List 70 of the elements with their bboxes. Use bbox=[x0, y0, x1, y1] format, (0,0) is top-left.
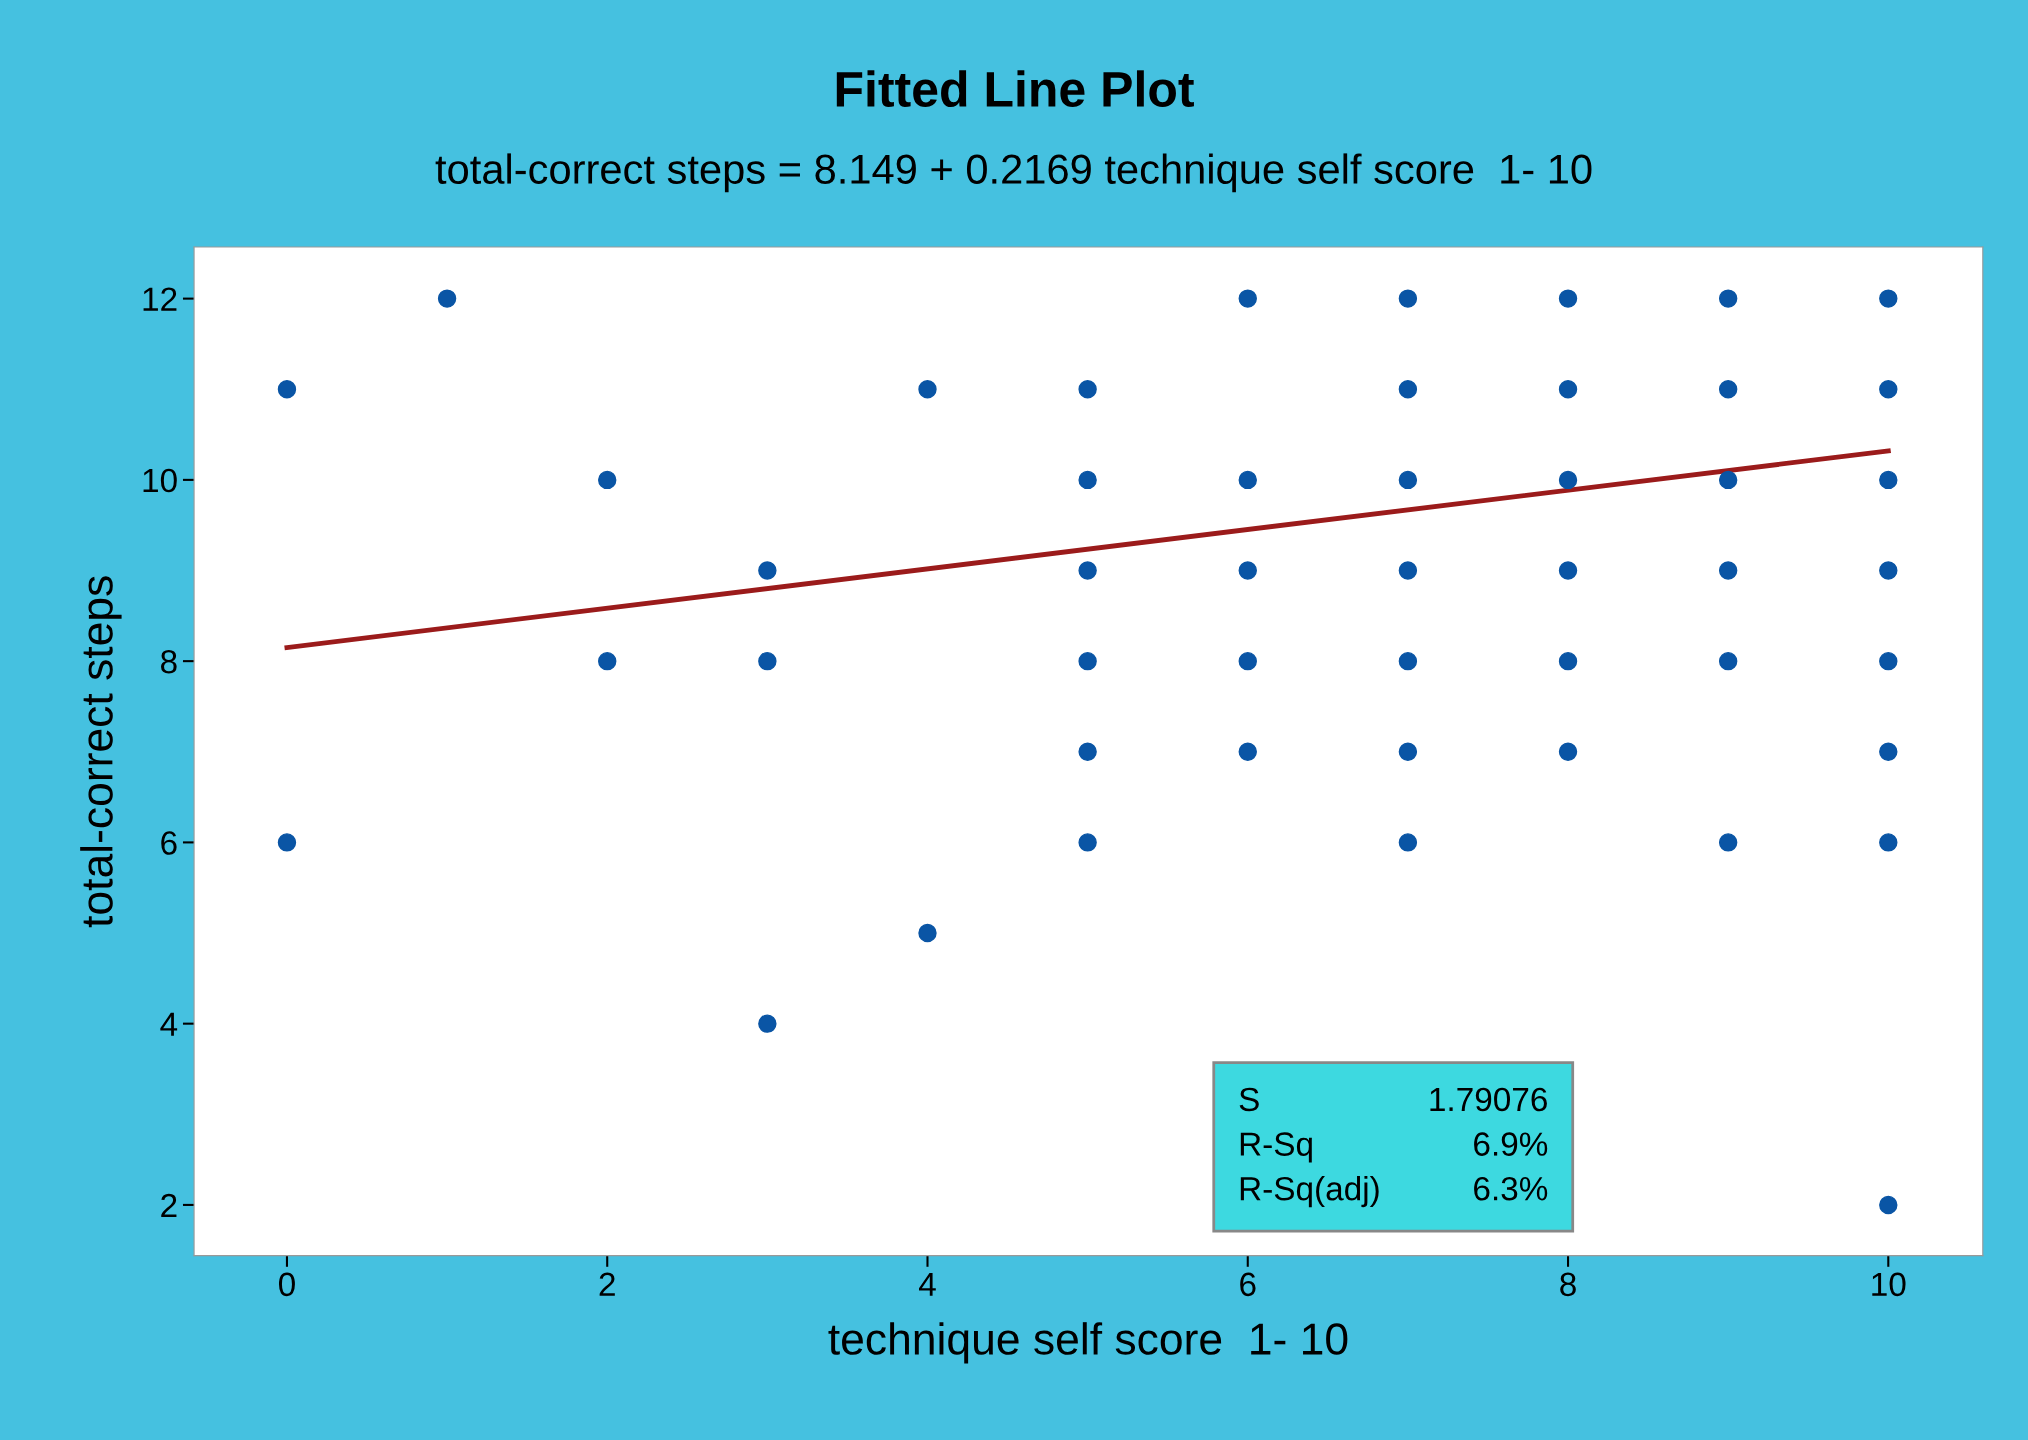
point bbox=[1558, 380, 1578, 399]
point bbox=[598, 470, 617, 490]
point bbox=[1398, 380, 1418, 399]
annotation: R-Sq(adj) bbox=[1240, 1176, 1379, 1208]
point bbox=[1558, 561, 1578, 580]
point bbox=[1238, 289, 1257, 308]
point bbox=[1879, 651, 1898, 671]
point bbox=[1879, 561, 1898, 580]
point bbox=[1398, 742, 1418, 761]
annotation: 1.79076 bbox=[1430, 1087, 1547, 1112]
annotation: 6.3% bbox=[1474, 1176, 1548, 1201]
x-axis-title: technique self score 1- 10 bbox=[828, 1322, 1348, 1364]
point bbox=[598, 651, 617, 671]
y-tick-label: 8 bbox=[161, 649, 177, 674]
point bbox=[1078, 380, 1097, 399]
point bbox=[1879, 470, 1898, 490]
point bbox=[1398, 289, 1418, 308]
x-tick-label: 10 bbox=[1872, 1272, 1906, 1297]
y-tick-label: 10 bbox=[143, 468, 177, 493]
point bbox=[1238, 651, 1257, 671]
chart-title: Fitted Line Plot bbox=[836, 70, 1194, 108]
point bbox=[1718, 470, 1738, 490]
y-axis-title: total-correct steps bbox=[80, 576, 122, 928]
point bbox=[1879, 289, 1898, 308]
point bbox=[1398, 561, 1418, 580]
point bbox=[1879, 833, 1898, 852]
point bbox=[758, 561, 777, 580]
annotation: 6.9% bbox=[1474, 1132, 1548, 1156]
annotation: S bbox=[1239, 1087, 1259, 1112]
point bbox=[1238, 561, 1257, 580]
point bbox=[1398, 470, 1418, 490]
point bbox=[437, 289, 457, 308]
point bbox=[1558, 742, 1578, 761]
point bbox=[1718, 289, 1738, 308]
y-tick-label: 6 bbox=[161, 831, 177, 855]
x-tick-label: 6 bbox=[1240, 1272, 1256, 1297]
point bbox=[277, 380, 297, 399]
point bbox=[758, 1014, 777, 1033]
point bbox=[758, 651, 777, 671]
x-tick-label: 0 bbox=[278, 1272, 295, 1297]
point bbox=[1718, 833, 1738, 852]
point bbox=[1398, 651, 1418, 671]
point bbox=[1078, 833, 1097, 852]
point bbox=[1558, 289, 1578, 308]
point bbox=[1558, 651, 1578, 671]
point bbox=[277, 833, 297, 852]
x-tick-label: 4 bbox=[918, 1272, 936, 1296]
point bbox=[1078, 651, 1097, 671]
point bbox=[1558, 470, 1578, 490]
point bbox=[1718, 651, 1738, 671]
point bbox=[1718, 561, 1738, 580]
annotation: R-Sq bbox=[1240, 1132, 1312, 1163]
y-tick-label: 4 bbox=[160, 1012, 178, 1036]
x-tick-label: 8 bbox=[1560, 1272, 1576, 1297]
y-tick-label: 2 bbox=[161, 1193, 177, 1217]
point bbox=[918, 923, 937, 943]
point bbox=[918, 380, 937, 399]
point bbox=[1238, 470, 1257, 490]
point bbox=[1879, 380, 1898, 399]
y-tick-label: 12 bbox=[143, 287, 177, 311]
point bbox=[1078, 742, 1097, 761]
x-tick-label: 2 bbox=[599, 1272, 615, 1296]
point bbox=[1078, 561, 1097, 580]
point bbox=[1238, 742, 1257, 761]
point bbox=[1879, 742, 1898, 761]
point bbox=[1078, 470, 1097, 490]
point bbox=[1398, 833, 1418, 852]
point bbox=[1718, 380, 1738, 399]
point bbox=[1879, 1195, 1898, 1215]
chart-subtitle: total-correct steps = 8.149 + 0.2169 technique self score 1- 10 bbox=[435, 153, 1592, 193]
